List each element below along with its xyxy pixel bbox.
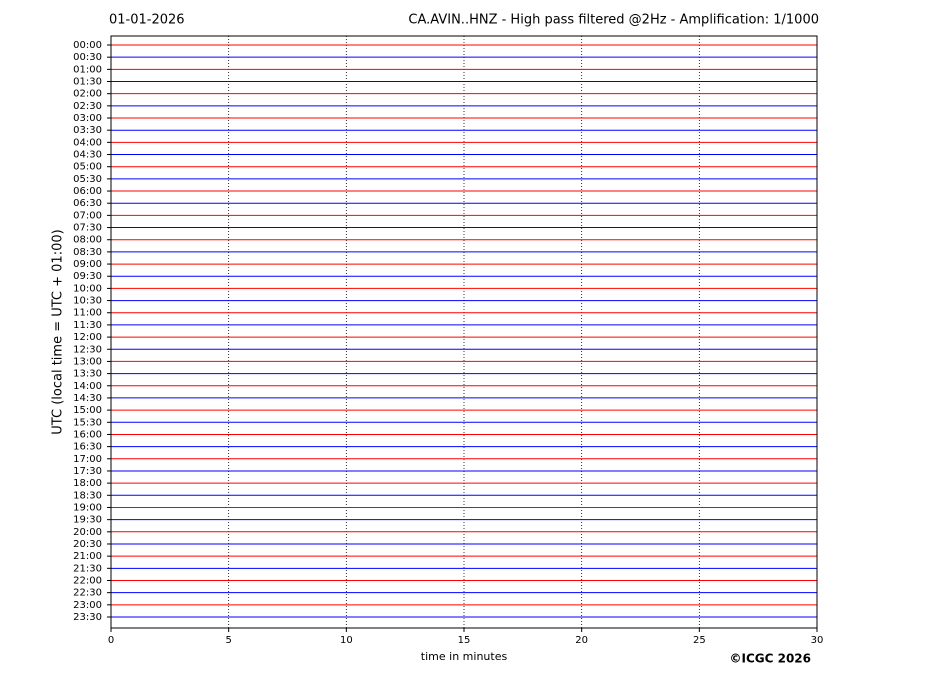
y-tick-label: 17:00 — [73, 454, 102, 465]
y-tick-label: 13:30 — [73, 369, 102, 380]
y-tick-label: 03:00 — [73, 113, 102, 124]
y-tick-label: 04:00 — [73, 137, 102, 148]
y-tick-label: 01:30 — [73, 77, 102, 88]
y-tick-label: 22:30 — [73, 588, 102, 599]
y-tick-label: 20:00 — [73, 527, 102, 538]
y-tick-label: 22:00 — [73, 575, 102, 586]
y-tick-label: 06:00 — [73, 186, 102, 197]
y-tick-label: 12:00 — [73, 332, 102, 343]
y-tick-label: 05:00 — [73, 162, 102, 173]
y-tick-label: 12:30 — [73, 344, 102, 355]
y-tick-label: 19:30 — [73, 515, 102, 526]
y-tick-label: 18:00 — [73, 478, 102, 489]
y-tick-label: 02:00 — [73, 89, 102, 100]
y-tick-label: 05:30 — [73, 174, 102, 185]
x-tick-label: 20 — [575, 635, 588, 646]
x-tick-label: 15 — [458, 635, 471, 646]
y-tick-label: 04:30 — [73, 150, 102, 161]
y-tick-label: 23:00 — [73, 600, 102, 611]
y-tick-label: 06:30 — [73, 198, 102, 209]
x-tick-label: 25 — [693, 635, 706, 646]
copyright: ©ICGC 2026 — [729, 652, 811, 666]
y-tick-label: 16:00 — [73, 429, 102, 440]
y-tick-label: 07:00 — [73, 210, 102, 221]
y-tick-label: 21:30 — [73, 563, 102, 574]
y-tick-label: 01:00 — [73, 64, 102, 75]
y-tick-label: 08:00 — [73, 235, 102, 246]
y-tick-label: 08:30 — [73, 247, 102, 258]
y-tick-label: 16:30 — [73, 442, 102, 453]
y-tick-label: 00:00 — [73, 40, 102, 51]
y-axis-label: UTC (local time = UTC + 01:00) — [51, 229, 66, 434]
y-tick-label: 03:30 — [73, 125, 102, 136]
y-tick-label: 09:00 — [73, 259, 102, 270]
y-tick-label: 18:30 — [73, 490, 102, 501]
y-tick-label: 10:30 — [73, 296, 102, 307]
date: 01-01-2026 — [109, 13, 185, 28]
x-axis-label: time in minutes — [421, 650, 508, 663]
y-tick-label: 14:00 — [73, 381, 102, 392]
y-tick-label: 14:30 — [73, 393, 102, 404]
y-tick-label: 13:00 — [73, 356, 102, 367]
y-tick-label: 07:30 — [73, 223, 102, 234]
y-tick-label: 19:00 — [73, 502, 102, 513]
y-tick-label: 11:30 — [73, 320, 102, 331]
x-tick-label: 0 — [108, 635, 114, 646]
x-tick-label: 30 — [811, 635, 824, 646]
y-tick-label: 09:30 — [73, 271, 102, 282]
chart-title: CA.AVIN..HNZ - High pass filtered @2Hz -… — [408, 13, 819, 28]
y-tick-label: 15:00 — [73, 405, 102, 416]
x-tick-label: 10 — [340, 635, 353, 646]
y-tick-label: 15:30 — [73, 417, 102, 428]
y-tick-label: 23:30 — [73, 612, 102, 623]
y-tick-label: 00:30 — [73, 52, 102, 63]
y-tick-label: 10:00 — [73, 283, 102, 294]
y-tick-label: 21:00 — [73, 551, 102, 562]
x-tick-label: 5 — [225, 635, 231, 646]
y-tick-label: 11:00 — [73, 308, 102, 319]
y-tick-label: 02:30 — [73, 101, 102, 112]
y-tick-label: 20:30 — [73, 539, 102, 550]
y-tick-label: 17:30 — [73, 466, 102, 477]
plot-frame — [110, 35, 818, 629]
